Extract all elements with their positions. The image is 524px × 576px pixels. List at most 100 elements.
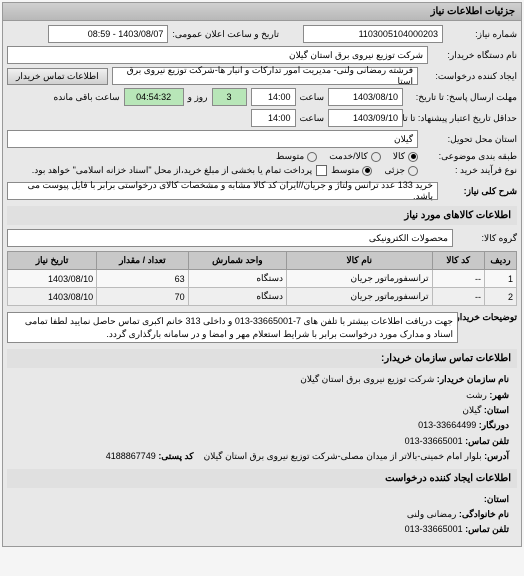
goods-section-title: اطلاعات کالاهای مورد نیاز bbox=[7, 206, 517, 225]
contact-address: آدرس: بلوار امام خمینی-بالاتر از میدان م… bbox=[15, 449, 509, 463]
col-code: کد کالا bbox=[432, 252, 484, 270]
time-label-2: ساعت bbox=[300, 113, 325, 124]
creator-province: استان: bbox=[15, 492, 509, 506]
procurement-note: پرداخت تمام یا بخشی از مبلغ خرید،از محل … bbox=[32, 165, 312, 176]
time-label-1: ساعت bbox=[300, 92, 325, 103]
buyer-notes-label: توضیحات خریدار: bbox=[462, 312, 517, 323]
creator-phone-label: تلفن تماس: bbox=[465, 524, 509, 534]
main-panel: جزئیات اطلاعات نیاز شماره نیاز: 11030051… bbox=[2, 2, 522, 547]
col-row: ردیف bbox=[485, 252, 517, 270]
radio-medium-1[interactable]: متوسط bbox=[276, 151, 317, 162]
cell: -- bbox=[432, 270, 484, 288]
radio-medium-2-label: متوسط bbox=[331, 165, 359, 176]
contact-info: نام سازمان خریدار: شرکت توزیع نیروی برق … bbox=[7, 368, 517, 468]
cell: 1 bbox=[485, 270, 517, 288]
validity-label: حداقل تاریخ اعتبار پیشنهاد: تا تاریخ: bbox=[407, 113, 517, 124]
radio-medium-1-label: متوسط bbox=[276, 151, 304, 162]
phone-label: تلفن تماس: bbox=[465, 436, 509, 446]
row-location: استان محل تحویل: گیلان bbox=[7, 130, 517, 148]
radio-partial[interactable]: جزئی bbox=[384, 165, 418, 176]
days-label: روز و bbox=[188, 92, 208, 103]
days-remaining: 3 bbox=[212, 88, 247, 106]
city-value: رشت bbox=[466, 390, 487, 400]
classification-radios: کالا کالا/خدمت متوسط bbox=[276, 151, 418, 162]
row-deadline: مهلت ارسال پاسخ: تا تاریخ: 1403/08/10 سا… bbox=[7, 88, 517, 106]
col-date: تاریخ نیاز bbox=[8, 252, 97, 270]
radio-goods[interactable]: کالا bbox=[393, 151, 418, 162]
cell: 1403/08/10 bbox=[8, 288, 97, 306]
table-row[interactable]: 1 -- ترانسفورماتور جریان دستگاه 63 1403/… bbox=[8, 270, 517, 288]
radio-partial-circle bbox=[408, 166, 418, 176]
province-value: گیلان bbox=[462, 405, 481, 415]
contact-city: شهر: رشت bbox=[15, 388, 509, 402]
creator-section-title: اطلاعات ایجاد کننده درخواست bbox=[7, 469, 517, 488]
radio-unit-label: کالا/خدمت bbox=[329, 151, 368, 162]
col-unit: واحد شمارش bbox=[188, 252, 286, 270]
cell: 63 bbox=[97, 270, 189, 288]
cell: ترانسفورماتور جریان bbox=[287, 270, 432, 288]
goods-group-label: گروه کالا: bbox=[457, 233, 517, 244]
description-value: خرید 133 عدد ترانس ولتاژ و جریان//ایران … bbox=[7, 182, 438, 200]
deadline-label: مهلت ارسال پاسخ: تا تاریخ: bbox=[407, 92, 517, 103]
row-procurement: نوع فرآیند خرید : جزئی متوسط پرداخت تمام… bbox=[7, 165, 517, 176]
deadline-time: 14:00 bbox=[251, 88, 296, 106]
address-label: آدرس: bbox=[484, 451, 509, 461]
radio-medium-2[interactable]: متوسط bbox=[331, 165, 372, 176]
classification-label: طبقه بندی موضوعی: bbox=[422, 151, 517, 162]
row-requester: ایجاد کننده درخواست: فرشته رمضانی ولنی- … bbox=[7, 67, 517, 85]
validity-date: 1403/09/10 bbox=[328, 109, 403, 127]
radio-partial-label: جزئی bbox=[384, 165, 405, 176]
contact-province: استان: گیلان bbox=[15, 403, 509, 417]
deadline-date: 1403/08/10 bbox=[328, 88, 403, 106]
creator-phone-value: 33665001-013 bbox=[405, 524, 463, 534]
phone-value: 33665001-013 bbox=[405, 436, 463, 446]
creator-province-label: استان: bbox=[484, 494, 509, 504]
radio-unit-circle bbox=[371, 152, 381, 162]
requester-label: ایجاد کننده درخواست: bbox=[422, 71, 517, 82]
fax-label: دورنگار: bbox=[479, 420, 509, 430]
contact-org: نام سازمان خریدار: شرکت توزیع نیروی برق … bbox=[15, 372, 509, 386]
treasury-checkbox[interactable] bbox=[316, 165, 327, 176]
procurement-label: نوع فرآیند خرید : bbox=[422, 165, 517, 176]
row-description: شرح کلی نیاز: خرید 133 عدد ترانس ولتاژ و… bbox=[7, 182, 517, 200]
postal-value: 4188867749 bbox=[106, 451, 156, 461]
row-classification: طبقه بندی موضوعی: کالا کالا/خدمت متوسط bbox=[7, 151, 517, 162]
goods-group-value: محصولات الکترونیکی bbox=[7, 229, 453, 247]
number-value: 1103005104000203 bbox=[303, 25, 443, 43]
location-label: استان محل تحویل: bbox=[422, 134, 517, 145]
radio-goods-circle bbox=[408, 152, 418, 162]
table-row[interactable]: 2 -- ترانسفورماتور جریان دستگاه 70 1403/… bbox=[8, 288, 517, 306]
row-buyer-notes: توضیحات خریدار: جهت دریافت اطلاعات بیشتر… bbox=[7, 312, 517, 343]
buyer-notes-value: جهت دریافت اطلاعات بیشتر با تلفن های 7-3… bbox=[7, 312, 458, 343]
creator-lastname-value: رمضانی ولنی bbox=[407, 509, 457, 519]
cell: 1403/08/10 bbox=[8, 270, 97, 288]
city-label: شهر: bbox=[489, 390, 509, 400]
radio-medium-2-circle bbox=[362, 166, 372, 176]
location-value: گیلان bbox=[7, 130, 418, 148]
row-number: شماره نیاز: 1103005104000203 تاریخ و ساع… bbox=[7, 25, 517, 43]
fax-value: 33664499-013 bbox=[418, 420, 476, 430]
creator-phone: تلفن تماس: 33665001-013 bbox=[15, 522, 509, 536]
procurement-radios: جزئی متوسط bbox=[331, 165, 418, 176]
creator-lastname-label: نام خانوادگی: bbox=[459, 509, 509, 519]
radio-goods-label: کالا bbox=[393, 151, 405, 162]
contact-fax: دورنگار: 33664499-013 bbox=[15, 418, 509, 432]
panel-title: جزئیات اطلاعات نیاز bbox=[3, 3, 521, 21]
contact-section-title: اطلاعات تماس سازمان خریدار: bbox=[7, 349, 517, 368]
requester-value: فرشته رمضانی ولنی- مدیریت امور تدارکات و… bbox=[112, 67, 418, 85]
validity-time: 14:00 bbox=[251, 109, 296, 127]
col-qty: تعداد / مقدار bbox=[97, 252, 189, 270]
device-value: شرکت توزیع نیروی برق استان گیلان bbox=[7, 46, 428, 64]
row-validity: حداقل تاریخ اعتبار پیشنهاد: تا تاریخ: 14… bbox=[7, 109, 517, 127]
row-goods-group: گروه کالا: محصولات الکترونیکی bbox=[7, 229, 517, 247]
radio-unit[interactable]: کالا/خدمت bbox=[329, 151, 381, 162]
goods-table: ردیف کد کالا نام کالا واحد شمارش تعداد /… bbox=[7, 251, 517, 306]
cell: 2 bbox=[485, 288, 517, 306]
cell: ترانسفورماتور جریان bbox=[287, 288, 432, 306]
datetime-label: تاریخ و ساعت اعلان عمومی: bbox=[172, 29, 279, 40]
radio-medium-1-circle bbox=[307, 152, 317, 162]
contact-button[interactable]: اطلاعات تماس خریدار bbox=[7, 68, 108, 85]
table-header-row: ردیف کد کالا نام کالا واحد شمارش تعداد /… bbox=[8, 252, 517, 270]
remain-label: ساعت باقی مانده bbox=[54, 92, 120, 103]
cell: دستگاه bbox=[188, 270, 286, 288]
